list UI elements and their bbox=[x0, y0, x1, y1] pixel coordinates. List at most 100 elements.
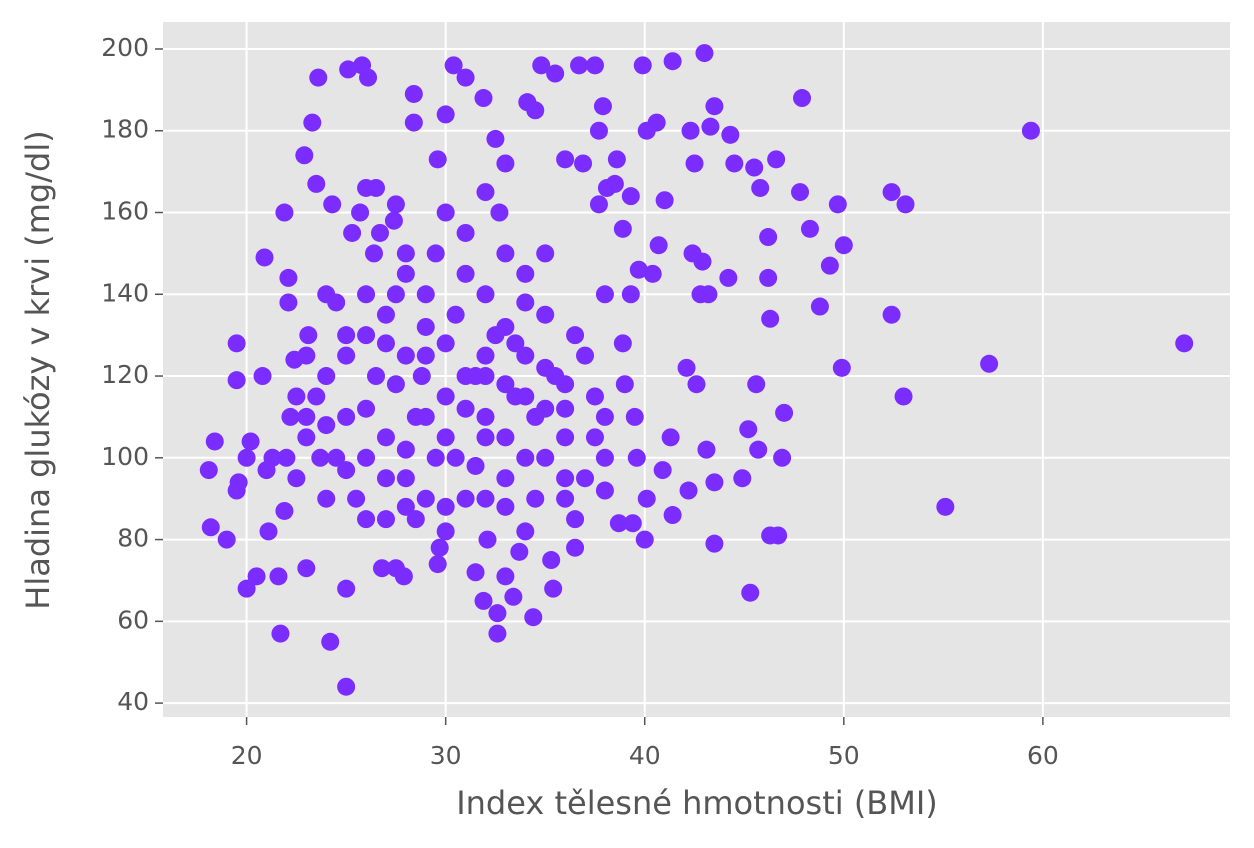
point bbox=[307, 387, 326, 406]
point bbox=[524, 608, 543, 627]
point bbox=[576, 346, 595, 365]
point bbox=[277, 448, 296, 467]
point bbox=[532, 56, 551, 75]
point bbox=[516, 448, 535, 467]
point bbox=[791, 183, 810, 202]
point bbox=[412, 367, 431, 386]
point bbox=[357, 399, 376, 418]
point bbox=[476, 346, 495, 365]
point bbox=[384, 211, 403, 230]
point bbox=[376, 334, 395, 353]
point bbox=[199, 461, 218, 480]
point bbox=[376, 510, 395, 529]
point bbox=[416, 407, 435, 426]
point bbox=[337, 677, 356, 696]
point bbox=[237, 448, 256, 467]
point bbox=[357, 510, 376, 529]
point bbox=[793, 89, 812, 108]
point bbox=[697, 440, 716, 459]
point bbox=[739, 420, 758, 439]
point bbox=[466, 563, 485, 582]
point bbox=[476, 428, 495, 447]
point bbox=[227, 334, 246, 353]
point bbox=[476, 489, 495, 508]
point bbox=[396, 469, 415, 488]
point bbox=[747, 375, 766, 394]
point bbox=[404, 113, 423, 132]
point bbox=[556, 428, 575, 447]
point bbox=[681, 121, 700, 140]
point bbox=[446, 448, 465, 467]
point bbox=[585, 56, 604, 75]
point bbox=[488, 624, 507, 643]
point bbox=[428, 150, 447, 169]
x-tick-label: 30 bbox=[430, 741, 462, 770]
point bbox=[396, 440, 415, 459]
y-axis-label: Hladina glukózy v krvi (mg/dl) bbox=[19, 130, 57, 609]
y-tick-label: 180 bbox=[101, 115, 149, 144]
point bbox=[595, 407, 614, 426]
point bbox=[605, 174, 624, 193]
point bbox=[677, 358, 696, 377]
point bbox=[309, 68, 328, 87]
point bbox=[536, 448, 555, 467]
point bbox=[394, 567, 413, 586]
point bbox=[436, 522, 455, 541]
point bbox=[536, 305, 555, 324]
point bbox=[635, 530, 654, 549]
point bbox=[607, 150, 626, 169]
point bbox=[456, 399, 475, 418]
point bbox=[536, 399, 555, 418]
point bbox=[574, 154, 593, 173]
point bbox=[297, 407, 316, 426]
point bbox=[351, 203, 370, 222]
point bbox=[936, 497, 955, 516]
point bbox=[476, 367, 495, 386]
point bbox=[570, 56, 589, 75]
point bbox=[337, 461, 356, 480]
point bbox=[516, 387, 535, 406]
point bbox=[201, 518, 220, 537]
point bbox=[649, 236, 668, 255]
point bbox=[404, 84, 423, 103]
point bbox=[695, 44, 714, 63]
point bbox=[566, 326, 585, 345]
point bbox=[536, 358, 555, 377]
point bbox=[456, 68, 475, 87]
point bbox=[436, 105, 455, 124]
point bbox=[376, 469, 395, 488]
point bbox=[882, 183, 901, 202]
point bbox=[496, 428, 515, 447]
point bbox=[745, 158, 764, 177]
point bbox=[759, 228, 778, 247]
point bbox=[317, 367, 336, 386]
point bbox=[436, 334, 455, 353]
point bbox=[566, 510, 585, 529]
point bbox=[609, 514, 628, 533]
point bbox=[627, 448, 646, 467]
point bbox=[339, 60, 358, 79]
point bbox=[679, 481, 698, 500]
point bbox=[426, 244, 445, 263]
point bbox=[595, 448, 614, 467]
point bbox=[436, 387, 455, 406]
point bbox=[287, 387, 306, 406]
point bbox=[426, 448, 445, 467]
point bbox=[317, 416, 336, 435]
y-tick-label: 100 bbox=[101, 442, 149, 471]
y-tick-label: 120 bbox=[101, 360, 149, 389]
point bbox=[589, 121, 608, 140]
point bbox=[663, 506, 682, 525]
point bbox=[828, 195, 847, 214]
point bbox=[227, 481, 246, 500]
point bbox=[621, 285, 640, 304]
point bbox=[486, 129, 505, 148]
point bbox=[205, 432, 224, 451]
point bbox=[544, 579, 563, 598]
point bbox=[585, 428, 604, 447]
point bbox=[297, 346, 316, 365]
point bbox=[321, 632, 340, 651]
y-tick-label: 40 bbox=[117, 687, 149, 716]
point bbox=[357, 326, 376, 345]
